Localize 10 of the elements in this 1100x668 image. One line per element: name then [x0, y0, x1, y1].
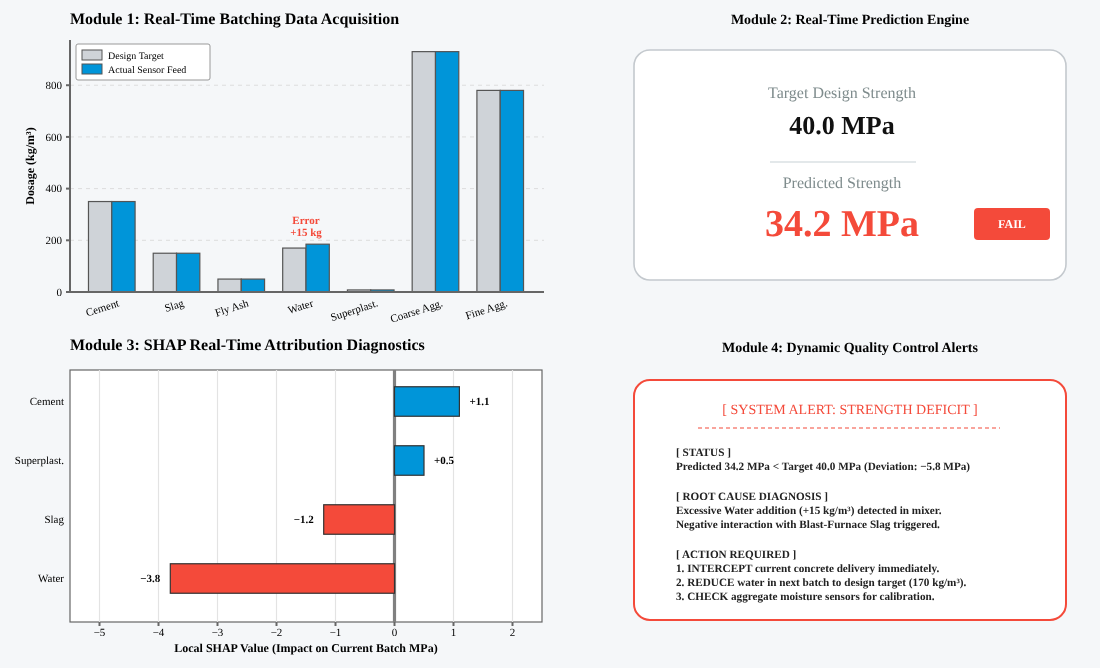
chart-title: Module 1: Real-Time Batching Data Acquisition: [70, 10, 401, 28]
chart-title: Module 3: SHAP Real-Time Attribution Diagnostics: [70, 336, 425, 354]
text: 40.0 MPa: [789, 110, 896, 140]
bar: [323, 504, 396, 535]
bar: [169, 563, 396, 594]
text: Predicted Strength: [782, 174, 902, 192]
bar: [393, 445, 425, 476]
bar: [393, 386, 460, 417]
text: 34.2 MPa: [764, 204, 921, 246]
text: Target Design Strength: [768, 84, 916, 102]
